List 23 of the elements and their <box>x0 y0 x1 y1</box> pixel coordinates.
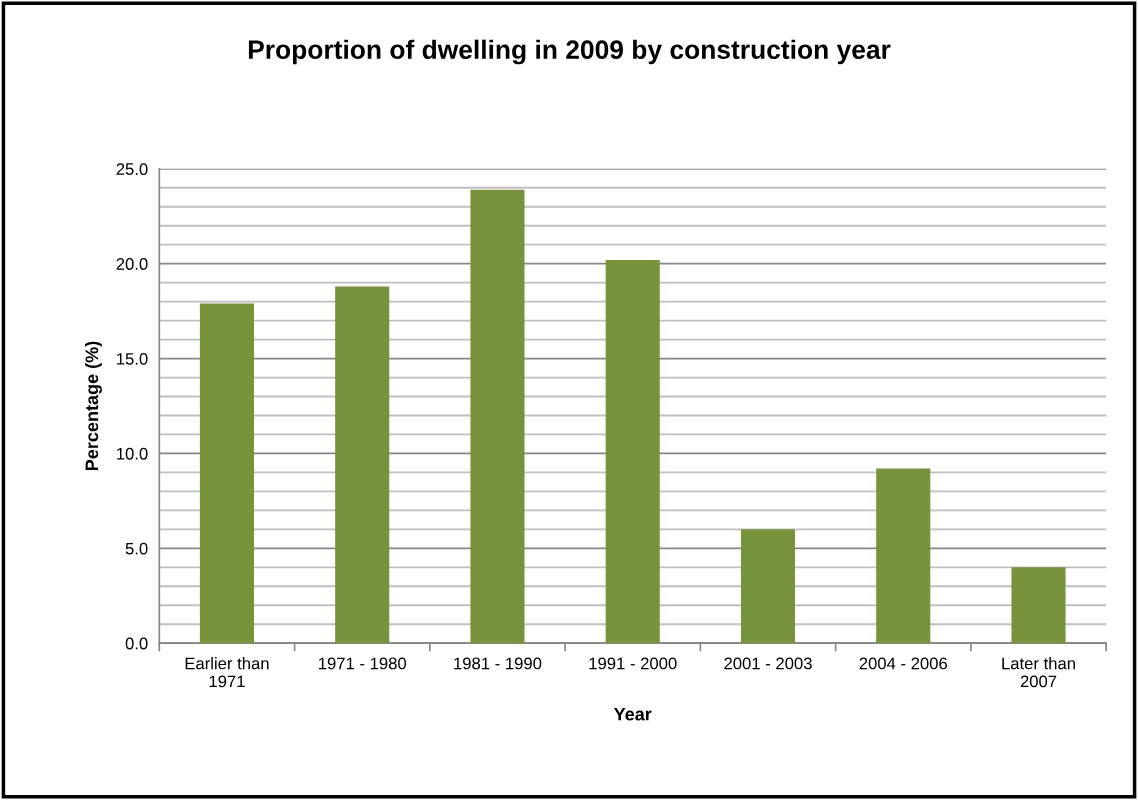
x-tick-label: 1971 - 1980 <box>319 657 407 670</box>
x-tick-label: 1981 - 1990 <box>454 657 542 670</box>
y-tick-label: 15.0 <box>117 352 148 365</box>
x-tick-label: 2004 - 2006 <box>859 657 947 670</box>
y-tick-label: 10.0 <box>117 447 148 460</box>
y-tick-label: 5.0 <box>125 542 148 555</box>
bar <box>740 529 796 644</box>
x-tick-label: Later than 2007 <box>1002 657 1075 688</box>
y-axis-title: Percentage (%) <box>84 341 102 471</box>
x-axis-title: Year <box>613 707 652 721</box>
bar <box>1011 567 1066 644</box>
x-tick-label: Earlier than 1971 <box>185 657 269 688</box>
y-tick-label: 20.0 <box>116 258 148 270</box>
bar <box>470 189 525 644</box>
bar <box>605 259 660 644</box>
x-tick-label: 1991 - 2000 <box>589 657 677 670</box>
x-tick-label: 2001 - 2003 <box>724 657 812 670</box>
bar <box>876 468 931 644</box>
chart-title: Proportion of dwelling in 2009 by construction year <box>248 39 891 65</box>
bar <box>335 286 390 644</box>
y-tick-label: 25.0 <box>116 163 148 175</box>
bar <box>199 303 254 644</box>
y-tick-label: 0.0 <box>125 637 148 650</box>
